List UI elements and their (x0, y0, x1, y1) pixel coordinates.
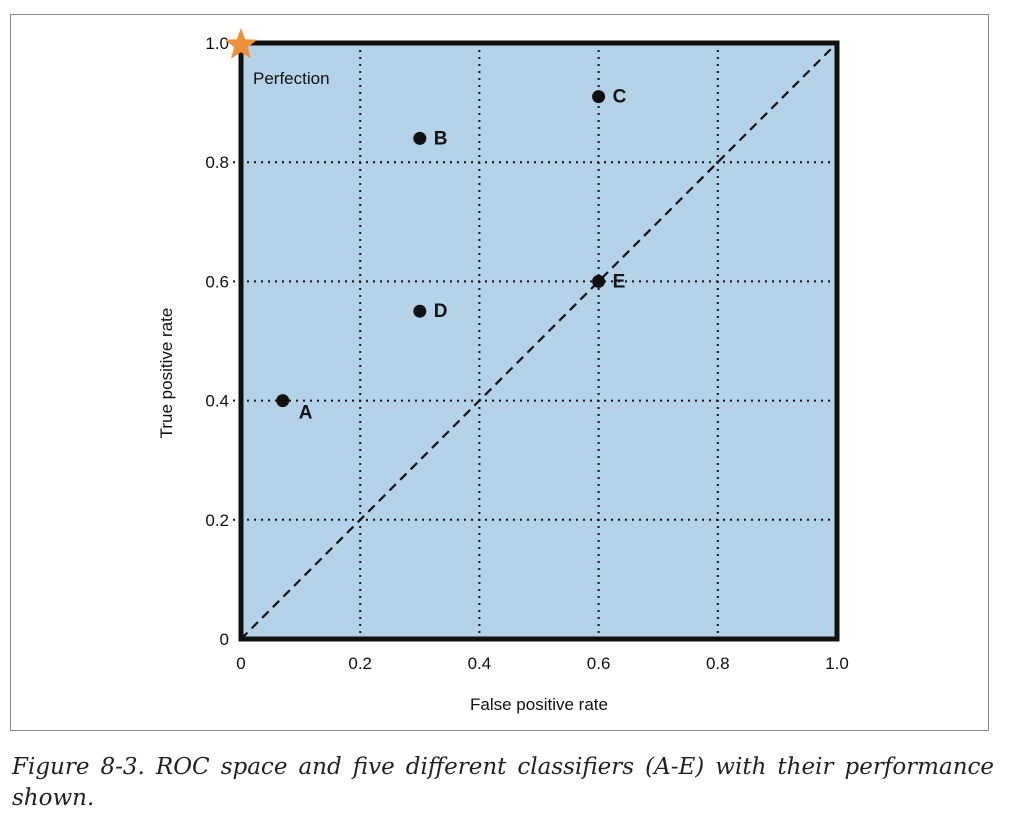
roc-chart: 0 0.2 0.4 0.6 0.8 1.0 0 0.2 0.4 0.6 0.8 1.0 False po… (157, 28, 849, 714)
plot-border (238, 40, 840, 642)
y-tick-label: 0.4 (205, 392, 229, 411)
x-tick-label: 0.6 (587, 654, 611, 673)
x-axis-label: False positive rate (470, 695, 608, 714)
x-tick-label: 0.4 (468, 654, 492, 673)
perfection-label: Perfection (253, 69, 330, 88)
x-tick-label: 1.0 (825, 654, 849, 673)
y-tick-label: 0 (220, 630, 229, 649)
x-tick-label: 0.2 (348, 654, 372, 673)
y-axis-label: True positive rate (157, 308, 176, 439)
data-point (413, 304, 427, 318)
y-tick-label: 0.2 (205, 511, 229, 530)
point-label: B (434, 128, 448, 149)
y-tick-label: 0.6 (205, 272, 229, 291)
data-point (276, 394, 290, 408)
point-label: A (299, 403, 313, 424)
data-point (592, 274, 606, 288)
point-label: E (613, 271, 626, 292)
y-tick-label: 0.8 (205, 153, 229, 172)
diagonal-line (240, 42, 838, 640)
perfection-star-icon (224, 28, 258, 59)
data-point (592, 90, 606, 104)
point-label: D (434, 301, 448, 322)
figure-frame: 0 0.2 0.4 0.6 0.8 1.0 0 0.2 0.4 0.6 0.8 1.0 False po… (10, 14, 989, 731)
point-label: C (613, 87, 627, 108)
data-point (413, 131, 427, 145)
figure-caption: Figure 8-3. ROC space and five different… (12, 754, 994, 811)
x-tick-label: 0.8 (706, 654, 730, 673)
y-tick-label: 1.0 (205, 34, 229, 53)
x-tick-label: 0 (236, 654, 245, 673)
